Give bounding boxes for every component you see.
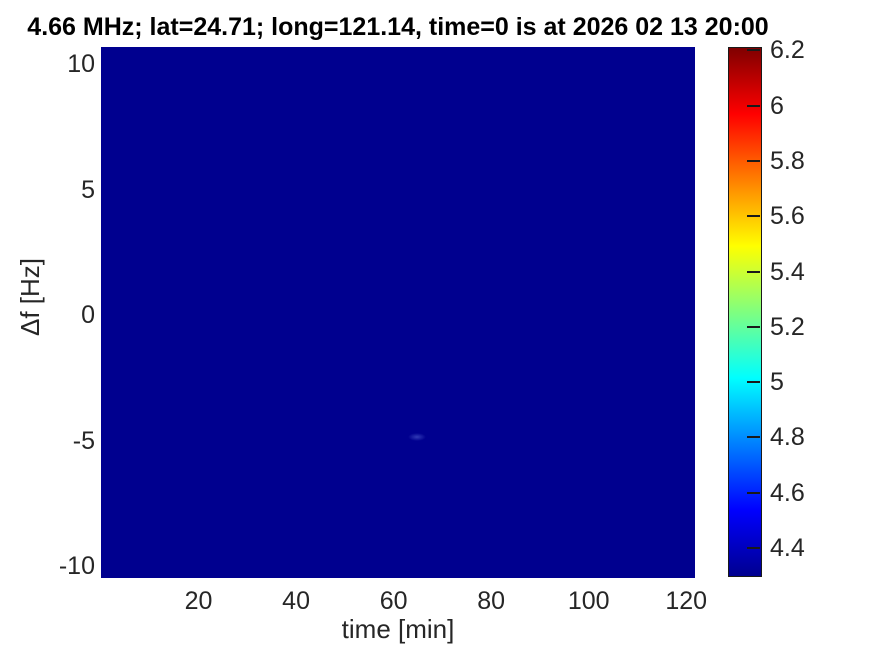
x-tick-label: 100 <box>567 587 610 615</box>
x-tick-label: 20 <box>184 587 213 615</box>
y-tick-label: -10 <box>58 552 95 580</box>
colorbar-tick-mark <box>747 547 760 549</box>
colorbar-tick-mark <box>747 159 760 162</box>
x-tick-label: 120 <box>665 587 708 615</box>
y-axis-label: Δf [Hz] <box>15 257 45 337</box>
colorbar-tick-label: 6 <box>770 91 784 120</box>
plot-title: 4.66 MHz; lat=24.71; long=121.14, time=0… <box>27 13 769 41</box>
colorbar-tick-label: 5.4 <box>770 257 805 286</box>
colorbar-tick-mark <box>747 104 760 107</box>
colorbar-tick-mark <box>747 436 760 439</box>
colorbar-tick-label: 4.4 <box>770 534 805 562</box>
colorbar-tick-label: 6.2 <box>770 36 805 65</box>
x-tick-label: 60 <box>379 587 408 615</box>
colorbar-tick-label: 5.6 <box>770 202 805 231</box>
colorbar-tick-label: 4.8 <box>770 423 805 452</box>
y-tick-label: 0 <box>81 301 95 329</box>
colorbar-tick-label: 5 <box>770 368 784 397</box>
colorbar-tick-mark <box>747 325 760 328</box>
heatmap-plot-area <box>101 47 695 578</box>
y-tick-label: -5 <box>72 426 95 455</box>
x-tick-label: 40 <box>282 587 310 615</box>
x-tick-label: 80 <box>477 587 506 615</box>
colorbar-tick-label: 4.6 <box>770 478 805 507</box>
x-axis-label: time [min] <box>341 614 455 644</box>
colorbar-tick-mark <box>747 49 760 52</box>
colorbar-tick-mark <box>747 270 760 273</box>
faint-data-smudge <box>408 433 426 441</box>
colorbar-tick-mark <box>747 491 760 494</box>
y-tick-label: 10 <box>67 50 95 78</box>
colorbar-tick-label: 5.2 <box>770 312 805 341</box>
colorbar-tick-mark <box>747 381 760 384</box>
y-tick-label: 5 <box>81 175 95 204</box>
colorbar-tick-label: 5.8 <box>770 146 805 175</box>
colorbar <box>728 47 762 577</box>
colorbar-tick-mark <box>747 215 760 218</box>
